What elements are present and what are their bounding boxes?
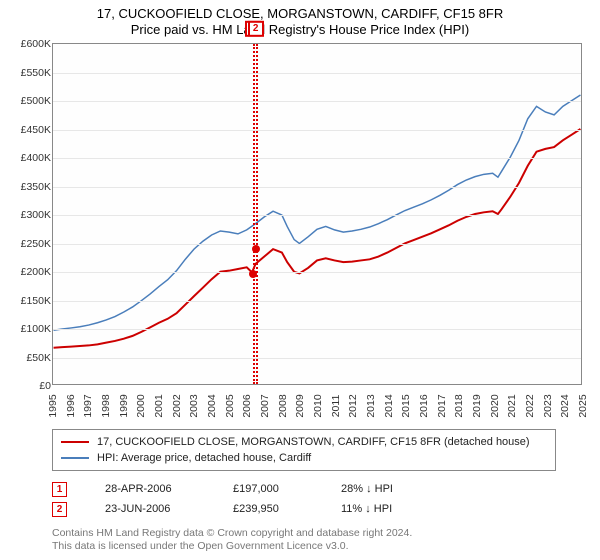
x-axis-label: 2012 xyxy=(347,394,359,417)
x-axis-label: 2021 xyxy=(506,394,518,417)
x-axis-label: 2008 xyxy=(277,394,289,417)
y-axis-label: £150K xyxy=(15,295,51,307)
legend-label: 17, CUCKOOFIELD CLOSE, MORGANSTOWN, CARD… xyxy=(97,434,530,450)
y-axis-label: £600K xyxy=(15,38,51,50)
x-axis-label: 2016 xyxy=(418,394,430,417)
x-axis-label: 2015 xyxy=(400,394,412,417)
gridline xyxy=(53,329,581,330)
legend-swatch xyxy=(61,441,89,443)
events-table: 1 28-APR-2006 £197,000 28% ↓ HPI 2 23-JUN-200… xyxy=(52,479,556,519)
x-axis-label: 2024 xyxy=(559,394,571,417)
x-axis-label: 2018 xyxy=(453,394,465,417)
event-marker-dot xyxy=(252,245,260,253)
y-axis-label: £400K xyxy=(15,152,51,164)
event-num-box: 1 xyxy=(52,482,67,497)
x-axis-label: 2006 xyxy=(241,394,253,417)
x-axis-label: 2001 xyxy=(153,394,165,417)
x-axis-label: 2022 xyxy=(524,394,536,417)
event-marker-dot xyxy=(249,270,257,278)
legend-label: HPI: Average price, detached house, Card… xyxy=(97,450,311,466)
x-axis-label: 2010 xyxy=(312,394,324,417)
y-axis-label: £500K xyxy=(15,95,51,107)
legend: 17, CUCKOOFIELD CLOSE, MORGANSTOWN, CARD… xyxy=(52,429,556,471)
title-line2: Price paid vs. HM Land Registry's House … xyxy=(0,22,600,37)
x-axis-label: 2003 xyxy=(188,394,200,417)
footer-line2: This data is licensed under the Open Gov… xyxy=(52,540,600,553)
gridline xyxy=(53,187,581,188)
x-axis-label: 1995 xyxy=(47,394,59,417)
legend-row: HPI: Average price, detached house, Card… xyxy=(61,450,547,466)
x-axis-label: 2007 xyxy=(259,394,271,417)
plot-area: £0£50K£100K£150K£200K£250K£300K£350K£400… xyxy=(52,43,582,385)
x-axis-label: 2009 xyxy=(294,394,306,417)
chart-area: £0£50K£100K£150K£200K£250K£300K£350K£400… xyxy=(28,43,588,423)
line-series-svg xyxy=(53,44,581,384)
footer-line1: Contains HM Land Registry data © Crown c… xyxy=(52,527,600,540)
y-axis-label: £50K xyxy=(15,352,51,364)
x-axis-label: 2020 xyxy=(489,394,501,417)
event-price: £239,950 xyxy=(233,499,323,519)
x-axis-label: 1999 xyxy=(118,394,130,417)
chart-container: 17, CUCKOOFIELD CLOSE, MORGANSTOWN, CARD… xyxy=(0,0,600,560)
gridline xyxy=(53,215,581,216)
event-num-box: 2 xyxy=(52,502,67,517)
x-axis-label: 2025 xyxy=(577,394,589,417)
title-line1: 17, CUCKOOFIELD CLOSE, MORGANSTOWN, CARD… xyxy=(0,6,600,21)
x-axis-label: 2017 xyxy=(436,394,448,417)
x-axis-label: 1998 xyxy=(100,394,112,417)
y-axis-label: £100K xyxy=(15,323,51,335)
gridline xyxy=(53,73,581,74)
gridline xyxy=(53,158,581,159)
x-axis-label: 2011 xyxy=(330,395,342,418)
event-price: £197,000 xyxy=(233,479,323,499)
legend-row: 17, CUCKOOFIELD CLOSE, MORGANSTOWN, CARD… xyxy=(61,434,547,450)
gridline xyxy=(53,101,581,102)
x-axis-label: 2005 xyxy=(224,394,236,417)
gridline xyxy=(53,358,581,359)
x-axis-label: 2000 xyxy=(135,394,147,417)
event-row: 2 23-JUN-2006 £239,950 11% ↓ HPI xyxy=(52,499,556,519)
event-diff: 28% ↓ HPI xyxy=(341,479,441,499)
y-axis-label: £0 xyxy=(15,380,51,392)
gridline xyxy=(53,272,581,273)
x-axis-label: 2014 xyxy=(383,394,395,417)
x-axis-label: 1997 xyxy=(82,394,94,417)
event-marker-box: 2 xyxy=(248,21,264,37)
event-diff: 11% ↓ HPI xyxy=(341,499,441,519)
x-axis-label: 2023 xyxy=(542,394,554,417)
event-vline xyxy=(256,44,258,384)
event-row: 1 28-APR-2006 £197,000 28% ↓ HPI xyxy=(52,479,556,499)
gridline xyxy=(53,130,581,131)
y-axis-label: £550K xyxy=(15,67,51,79)
x-axis-label: 2004 xyxy=(206,394,218,417)
y-axis-label: £300K xyxy=(15,209,51,221)
title-block: 17, CUCKOOFIELD CLOSE, MORGANSTOWN, CARD… xyxy=(0,0,600,39)
x-axis-label: 2019 xyxy=(471,394,483,417)
event-date: 28-APR-2006 xyxy=(105,479,215,499)
gridline xyxy=(53,244,581,245)
y-axis-label: £250K xyxy=(15,238,51,250)
event-date: 23-JUN-2006 xyxy=(105,499,215,519)
footer: Contains HM Land Registry data © Crown c… xyxy=(52,527,600,553)
x-axis-label: 1996 xyxy=(65,394,77,417)
gridline xyxy=(53,301,581,302)
data-series-line xyxy=(54,129,581,348)
legend-swatch xyxy=(61,457,89,459)
y-axis-label: £200K xyxy=(15,266,51,278)
y-axis-label: £350K xyxy=(15,181,51,193)
x-axis-label: 2013 xyxy=(365,394,377,417)
x-axis-label: 2002 xyxy=(171,394,183,417)
y-axis-label: £450K xyxy=(15,124,51,136)
